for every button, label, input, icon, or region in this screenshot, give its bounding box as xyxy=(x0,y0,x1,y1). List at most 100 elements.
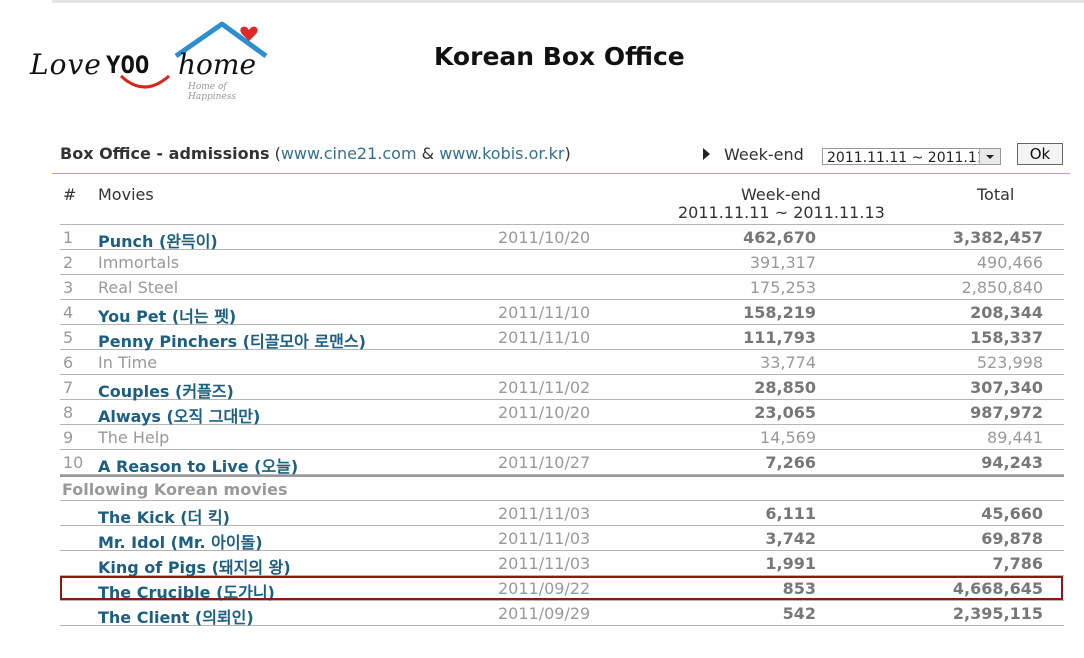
weekend-admissions: 7,266 xyxy=(765,453,816,472)
weekend-admissions: 111,793 xyxy=(743,328,816,347)
site-logo[interactable]: Love YOO home Home of Happiness xyxy=(26,18,276,108)
total-admissions: 158,337 xyxy=(970,328,1043,347)
movie-title[interactable]: Mr. Idol (Mr. 아이돌) xyxy=(98,533,263,552)
rank-number: 1 xyxy=(63,228,74,247)
table-row: 8 Always (오직 그대만) 2011/10/20 23,065 987,972 xyxy=(60,400,1064,426)
total-admissions: 2,850,840 xyxy=(961,278,1043,297)
movie-title[interactable]: You Pet (너는 펫) xyxy=(98,307,237,326)
period-label: Week-end xyxy=(724,145,804,164)
cine21-link[interactable]: www.cine21.com xyxy=(280,144,417,163)
rank-number: 7 xyxy=(63,378,74,397)
table-row: 1 Punch (완득이) 2011/10/20 462,670 3,382,457 xyxy=(60,225,1064,251)
total-admissions: 89,441 xyxy=(987,428,1043,447)
movie-title[interactable]: Punch (완득이) xyxy=(98,232,218,251)
page-title: Korean Box Office xyxy=(434,42,685,71)
release-date: 2011/11/10 xyxy=(498,303,591,322)
weekend-admissions: 853 xyxy=(782,579,816,598)
col-weekend-header: Week-end xyxy=(741,185,821,204)
box-office-header: Box Office - admissions (www.cine21.com … xyxy=(60,144,571,163)
total-admissions: 307,340 xyxy=(970,378,1043,397)
release-date: 2011/11/03 xyxy=(498,504,591,523)
total-admissions: 69,878 xyxy=(981,529,1043,548)
top-border xyxy=(52,0,1084,3)
rank-number: 10 xyxy=(63,453,84,472)
header-close-paren: ) xyxy=(564,144,571,163)
total-admissions: 208,344 xyxy=(970,303,1043,322)
movie-title[interactable]: Penny Pinchers (티끌모아 로맨스) xyxy=(98,332,366,351)
release-date: 2011/09/29 xyxy=(498,604,591,623)
total-admissions: 94,243 xyxy=(981,453,1043,472)
col-num-header: # xyxy=(63,185,77,204)
header-label: Box Office - admissions xyxy=(60,144,270,163)
col-total-header: Total xyxy=(977,185,1015,204)
chevron-down-icon[interactable] xyxy=(979,149,1000,164)
header-open-paren: ( xyxy=(274,144,281,163)
section-divider xyxy=(60,475,1064,477)
logo-word-love: Love xyxy=(30,48,102,81)
weekend-admissions: 175,253 xyxy=(749,278,816,297)
weekend-admissions: 462,670 xyxy=(743,228,816,247)
movie-title[interactable]: The Kick (더 킥) xyxy=(98,508,230,527)
rank-number: 9 xyxy=(63,428,74,447)
total-admissions: 523,998 xyxy=(976,353,1043,372)
movie-title[interactable]: Real Steel xyxy=(98,278,179,297)
table-row: 9 The Help 14,569 89,441 xyxy=(60,425,1064,450)
logo-house-icon xyxy=(119,21,268,89)
rank-number: 3 xyxy=(63,278,74,297)
weekend-admissions: 391,317 xyxy=(749,253,816,272)
col-weekend-range: 2011.11.11 ~ 2011.11.13 xyxy=(678,203,885,222)
total-admissions: 7,786 xyxy=(992,554,1043,573)
movie-title[interactable]: The Client (의뢰인) xyxy=(98,608,254,627)
release-date: 2011/09/22 xyxy=(498,579,591,598)
movie-title[interactable]: The Crucible (도가니) xyxy=(98,583,275,602)
table-row: 5 Penny Pinchers (티끌모아 로맨스) 2011/11/10 111,… xyxy=(60,325,1064,351)
section-label: Following Korean movies xyxy=(62,480,288,499)
table-row: 2 Immortals 391,317 490,466 xyxy=(60,250,1064,275)
weekend-admissions: 542 xyxy=(782,604,816,623)
triangle-right-icon xyxy=(703,148,710,160)
table-row: The Crucible (도가니) 2011/09/22 853 4,668,645 xyxy=(60,576,1064,602)
weekend-admissions: 6,111 xyxy=(765,504,816,523)
weekend-admissions: 1,991 xyxy=(765,554,816,573)
header-divider xyxy=(52,173,1070,174)
release-date: 2011/10/27 xyxy=(498,453,591,472)
release-date: 2011/11/10 xyxy=(498,328,591,347)
movie-title[interactable]: A Reason to Live (오늘) xyxy=(98,457,299,476)
total-admissions: 45,660 xyxy=(981,504,1043,523)
table-row: 3 Real Steel 175,253 2,850,840 xyxy=(60,275,1064,300)
total-admissions: 4,668,645 xyxy=(952,579,1043,598)
release-date: 2011/10/20 xyxy=(498,228,591,247)
movie-title[interactable]: Couples (커플즈) xyxy=(98,382,234,401)
total-admissions: 987,972 xyxy=(970,403,1043,422)
release-date: 2011/10/20 xyxy=(498,403,591,422)
table-row: King of Pigs (돼지의 왕) 2011/11/03 1,991 7,786 xyxy=(60,551,1064,577)
table-row: The Kick (더 킥) 2011/11/03 6,111 45,660 xyxy=(60,501,1064,527)
kobis-link[interactable]: www.kobis.or.kr xyxy=(439,144,565,163)
movie-title[interactable]: In Time xyxy=(98,353,158,372)
header-amp: & xyxy=(421,144,435,163)
rank-number: 5 xyxy=(63,328,74,347)
logo-word-home: home xyxy=(178,48,257,81)
table-row: 7 Couples (커플즈) 2011/11/02 28,850 307,340 xyxy=(60,375,1064,401)
movie-title[interactable]: The Help xyxy=(98,428,170,447)
release-date: 2011/11/03 xyxy=(498,554,591,573)
logo-tagline: Home of Happiness xyxy=(188,82,236,102)
col-movies-header: Movies xyxy=(98,185,154,204)
highlight-box xyxy=(60,576,1063,600)
table-row: 10 A Reason to Live (오늘) 2011/10/27 7,266 94… xyxy=(60,450,1064,476)
weekend-admissions: 23,065 xyxy=(754,403,816,422)
period-select[interactable]: 2011.11.11 ~ 2011.11.13 xyxy=(822,148,1001,165)
rank-number: 6 xyxy=(63,353,74,372)
table-row: 4 You Pet (너는 펫) 2011/11/10 158,219 208,344 xyxy=(60,300,1064,326)
total-admissions: 2,395,115 xyxy=(952,604,1043,623)
period-select-value: 2011.11.11 ~ 2011.11.13 xyxy=(827,150,1001,165)
rank-number: 8 xyxy=(63,403,74,422)
movie-title[interactable]: Immortals xyxy=(98,253,180,272)
movie-title[interactable]: Always (오직 그대만) xyxy=(98,407,261,426)
weekend-admissions: 28,850 xyxy=(754,378,816,397)
movie-title[interactable]: King of Pigs (돼지의 왕) xyxy=(98,558,291,577)
ok-button[interactable]: Ok xyxy=(1017,143,1063,165)
release-date: 2011/11/03 xyxy=(498,529,591,548)
release-date: 2011/11/02 xyxy=(498,378,591,397)
table-row: Mr. Idol (Mr. 아이돌) 2011/11/03 3,742 69,878 xyxy=(60,526,1064,552)
